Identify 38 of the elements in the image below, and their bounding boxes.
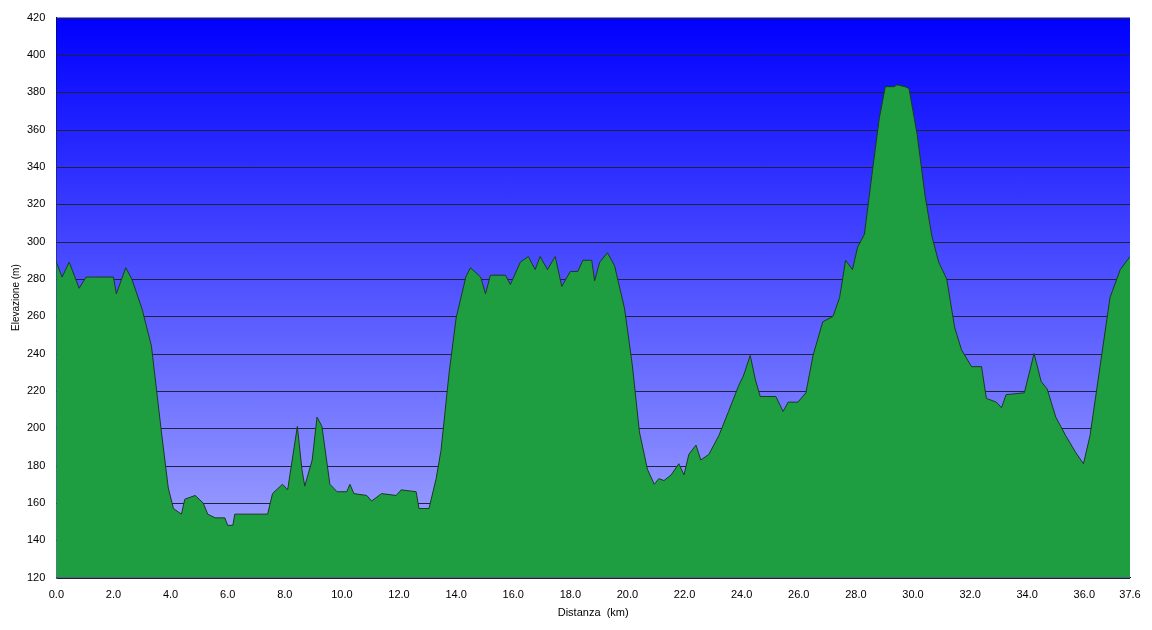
- x-tick-label: 10.0: [331, 588, 353, 601]
- x-tick-label: 12.0: [388, 588, 410, 601]
- y-tick-label: 400: [26, 47, 46, 60]
- y-tick-label: 360: [26, 122, 46, 135]
- y-axis-title: Elevazione (m): [9, 264, 21, 331]
- x-tick-label: 37.6: [1119, 588, 1141, 601]
- y-tick-label: 300: [26, 234, 46, 247]
- x-tick-label: 6.0: [220, 588, 236, 601]
- y-tick-label: 320: [26, 197, 46, 210]
- y-tick-label: 380: [26, 85, 46, 98]
- x-tick-label: 20.0: [616, 588, 639, 601]
- x-tick-label: 28.0: [845, 588, 867, 601]
- x-tick-label: 24.0: [730, 588, 753, 601]
- y-tick-label: 220: [26, 383, 46, 396]
- y-tick-label: 200: [26, 421, 46, 434]
- y-tick-label: 240: [26, 346, 46, 359]
- y-tick-label: 160: [26, 495, 46, 508]
- y-tick-label: 280: [26, 271, 46, 284]
- x-tick-label: 32.0: [959, 588, 981, 601]
- x-tick-label: 36.0: [1073, 588, 1096, 601]
- y-tick-label: 420: [26, 10, 46, 23]
- x-tick-label: 18.0: [559, 588, 582, 601]
- x-tick-label: 26.0: [788, 588, 810, 601]
- y-tick-label: 260: [26, 309, 46, 322]
- x-tick-label: 22.0: [673, 588, 696, 601]
- x-tick-label: 2.0: [105, 588, 122, 601]
- y-tick-label: 120: [26, 570, 46, 583]
- x-tick-label: 16.0: [502, 588, 524, 601]
- x-tick-label: 4.0: [162, 588, 179, 601]
- x-tick-label: 14.0: [445, 588, 467, 601]
- y-tick-label: 140: [26, 533, 46, 546]
- x-tick-label: 8.0: [277, 588, 293, 601]
- y-tick-label: 180: [26, 458, 46, 471]
- x-axis-title: Distanza (km): [557, 606, 629, 619]
- x-tick-label: 34.0: [1016, 588, 1038, 601]
- x-tick-label: 30.0: [902, 588, 924, 601]
- y-tick-label: 340: [26, 159, 46, 172]
- x-tick-label: 0.0: [48, 588, 64, 601]
